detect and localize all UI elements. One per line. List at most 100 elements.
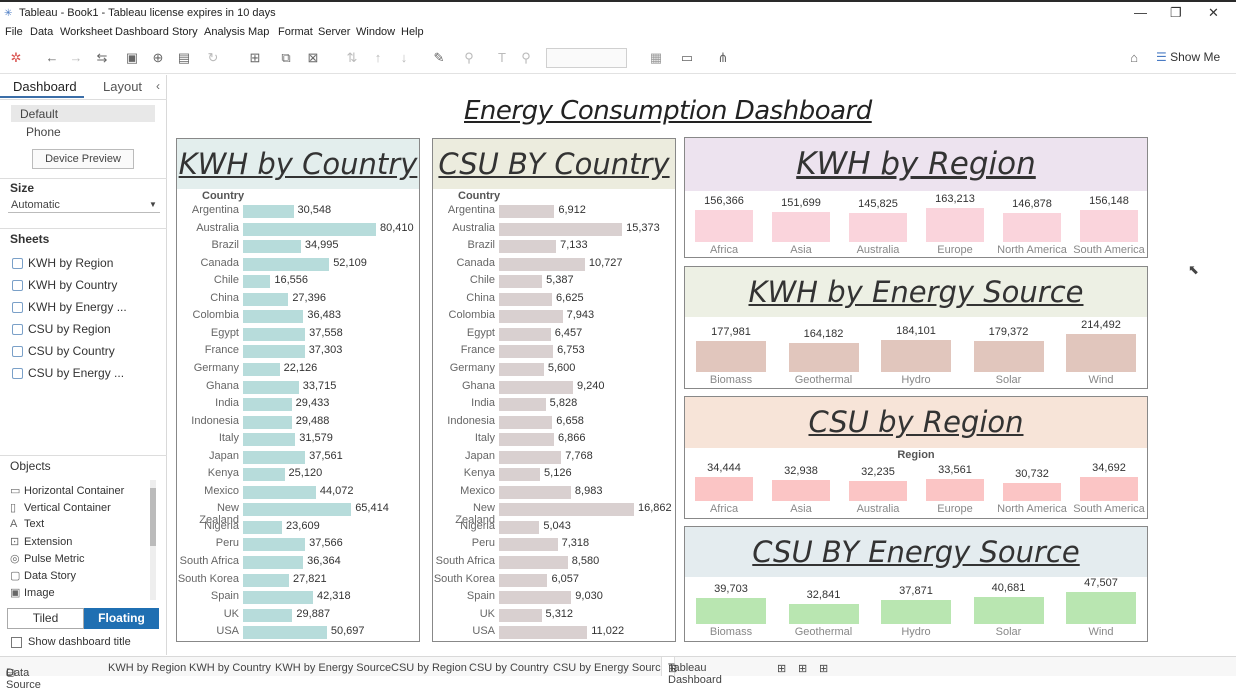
scrollbar-thumb[interactable] xyxy=(150,488,156,546)
replay-icon[interactable]: ⇆ xyxy=(96,50,108,65)
pause-updates-icon[interactable]: ▤ xyxy=(177,50,191,65)
sheet-csu-by-region[interactable]: CSU by Region xyxy=(28,322,111,336)
country-label: Australia xyxy=(196,221,239,234)
object-pulse-metric[interactable]: ◎ Pulse Metric xyxy=(10,552,85,565)
menu-map[interactable]: Map xyxy=(248,26,270,38)
clear-sheet-icon[interactable]: ⊠ xyxy=(307,50,319,65)
pin-icon[interactable]: ⚲ xyxy=(521,50,531,65)
minimize-icon[interactable]: — xyxy=(1134,5,1147,20)
menu-analysis[interactable]: Analysis xyxy=(204,26,245,38)
share-icon[interactable]: ⋔ xyxy=(717,50,729,65)
swap-icon[interactable]: ⇅ xyxy=(346,50,358,65)
device-phone[interactable]: Phone xyxy=(26,125,61,139)
tab-dashboard[interactable]: Dashboard xyxy=(13,79,77,94)
object-image[interactable]: ▣ Image xyxy=(10,586,55,599)
menu-bar: File Data Worksheet Dashboard Story Anal… xyxy=(0,24,1236,42)
menu-dashboard[interactable]: Dashboard xyxy=(115,26,169,38)
kwh-by-energy-source-panel[interactable]: KWH by Energy Source 177,981 Biomass 164,1… xyxy=(684,266,1148,389)
device-preview-button[interactable]: Device Preview xyxy=(32,149,134,169)
country-label: Mexico xyxy=(204,484,239,497)
new-worksheet-tab-icon[interactable]: ⊞ xyxy=(777,663,787,675)
menu-file[interactable]: File xyxy=(5,26,23,38)
sheet-kwh-by-energy[interactable]: KWH by Energy ... xyxy=(28,300,127,314)
menu-data[interactable]: Data xyxy=(30,26,54,38)
highlight-icon[interactable]: ✎ xyxy=(433,50,445,65)
column-category-label: Hydro xyxy=(901,374,931,386)
bar xyxy=(243,608,293,622)
redo-icon[interactable]: → xyxy=(69,50,83,65)
new-worksheet-icon[interactable]: ⊞ xyxy=(249,50,261,65)
object-extension[interactable]: ⊡ Extension xyxy=(10,535,72,548)
tab-csu-by-region[interactable]: CSU by Region xyxy=(391,662,467,674)
close-icon[interactable]: ✕ xyxy=(1208,5,1219,20)
country-label: Canada xyxy=(456,256,495,269)
save-icon[interactable]: ▣ xyxy=(125,50,139,65)
column-value-label: 156,366 xyxy=(704,195,744,208)
object-vertical-container[interactable]: ▯ Vertical Container xyxy=(10,501,111,514)
object-text[interactable]: A Text xyxy=(10,518,44,530)
country-label: UK xyxy=(223,607,239,620)
tab-csu-by-country[interactable]: CSU by Country xyxy=(469,662,549,674)
menu-server[interactable]: Server xyxy=(318,26,351,38)
fit-dropdown[interactable] xyxy=(546,48,627,68)
tab-tableau-dashboard[interactable]: ⊞ Tableau Dashboard xyxy=(661,657,722,686)
sheet-kwh-by-country[interactable]: KWH by Country xyxy=(28,278,118,292)
sort-asc-icon[interactable]: ↑ xyxy=(374,50,382,65)
tab-kwh-by-energy-source[interactable]: KWH by Energy Source xyxy=(275,662,392,674)
floating-button[interactable]: Floating xyxy=(84,608,159,629)
show-title-checkbox[interactable] xyxy=(11,637,22,648)
sheet-icon xyxy=(12,258,23,269)
sort-desc-icon[interactable]: ↓ xyxy=(400,50,408,65)
menu-worksheet[interactable]: Worksheet xyxy=(60,26,113,38)
restore-icon[interactable]: ❐ xyxy=(1170,5,1182,20)
tab-kwh-by-region[interactable]: KWH by Region xyxy=(108,662,187,674)
bar-value-label: 5,600 xyxy=(547,361,576,374)
undo-icon[interactable]: ← xyxy=(45,50,59,65)
duplicate-icon[interactable]: ⧉ xyxy=(281,50,291,65)
menu-window[interactable]: Window xyxy=(356,26,396,38)
collapse-icon[interactable]: ‹ xyxy=(156,79,160,93)
tab-layout[interactable]: Layout xyxy=(103,79,143,94)
new-dashboard-tab-icon[interactable]: ⊞ xyxy=(798,663,808,675)
chevron-down-icon[interactable]: ▼ xyxy=(149,200,157,209)
show-me-button[interactable]: ☰ Show Me xyxy=(1156,50,1220,64)
sheet-csu-by-energy[interactable]: CSU by Energy ... xyxy=(28,366,125,380)
sheet-csu-by-country[interactable]: CSU by Country xyxy=(28,344,115,358)
kwh-by-country-panel[interactable]: KWH by Country Country Argentina 30,548 Au… xyxy=(176,138,420,642)
labels-icon[interactable]: T xyxy=(498,50,506,65)
objects-scrollbar[interactable] xyxy=(150,480,156,600)
bar xyxy=(243,240,301,254)
new-data-source-icon[interactable]: ⊕ xyxy=(152,50,164,65)
kwh-by-region-panel[interactable]: KWH by Region 156,366 Africa 151,699 Asia 14… xyxy=(684,137,1148,258)
tab-csu-by-energy-source[interactable]: CSU by Energy Source xyxy=(553,662,667,674)
sheet-kwh-by-region[interactable]: KWH by Region xyxy=(28,256,114,270)
bar xyxy=(243,310,304,324)
country-label: Italy xyxy=(474,432,495,445)
bar-value-label: 34,995 xyxy=(304,239,339,252)
bar-value-label: 27,821 xyxy=(293,572,327,585)
menu-story[interactable]: Story xyxy=(172,26,198,38)
new-story-tab-icon[interactable]: ⊞ xyxy=(819,663,829,675)
tiled-button[interactable]: Tiled xyxy=(7,608,84,629)
country-header: Country xyxy=(202,190,245,202)
column-bar xyxy=(695,477,753,501)
divider xyxy=(0,99,167,100)
group-icon[interactable]: ⚲ xyxy=(464,50,474,65)
object-horizontal-container[interactable]: ▭ Horizontal Container xyxy=(10,484,124,497)
tab-kwh-by-country[interactable]: KWH by Country xyxy=(189,662,271,674)
presentation-icon[interactable]: ▭ xyxy=(680,50,694,65)
csu-by-region-panel[interactable]: CSU by Region Region 34,444 Africa 32,938 A… xyxy=(684,396,1148,519)
size-dropdown[interactable]: Automatic xyxy=(11,199,60,211)
show-cards-icon[interactable]: ▦ xyxy=(649,50,663,65)
menu-format[interactable]: Format xyxy=(278,26,313,38)
highlighter-icon[interactable]: ⌂ xyxy=(1130,50,1138,65)
menu-help[interactable]: Help xyxy=(401,26,424,38)
country-label: Indonesia xyxy=(191,414,239,427)
tableau-home-icon[interactable]: ✲ xyxy=(10,50,22,65)
csu-by-country-panel[interactable]: CSU BY Country Country Argentina 6,912 Aus… xyxy=(432,138,676,642)
refresh-icon[interactable]: ↻ xyxy=(207,50,219,65)
country-label: Canada xyxy=(200,256,239,269)
csu-by-energy-source-panel[interactable]: CSU BY Energy Source 39,703 Biomass 32,841… xyxy=(684,526,1148,642)
object-data-story[interactable]: ▢ Data Story xyxy=(10,569,76,582)
device-default-row[interactable] xyxy=(11,105,155,122)
